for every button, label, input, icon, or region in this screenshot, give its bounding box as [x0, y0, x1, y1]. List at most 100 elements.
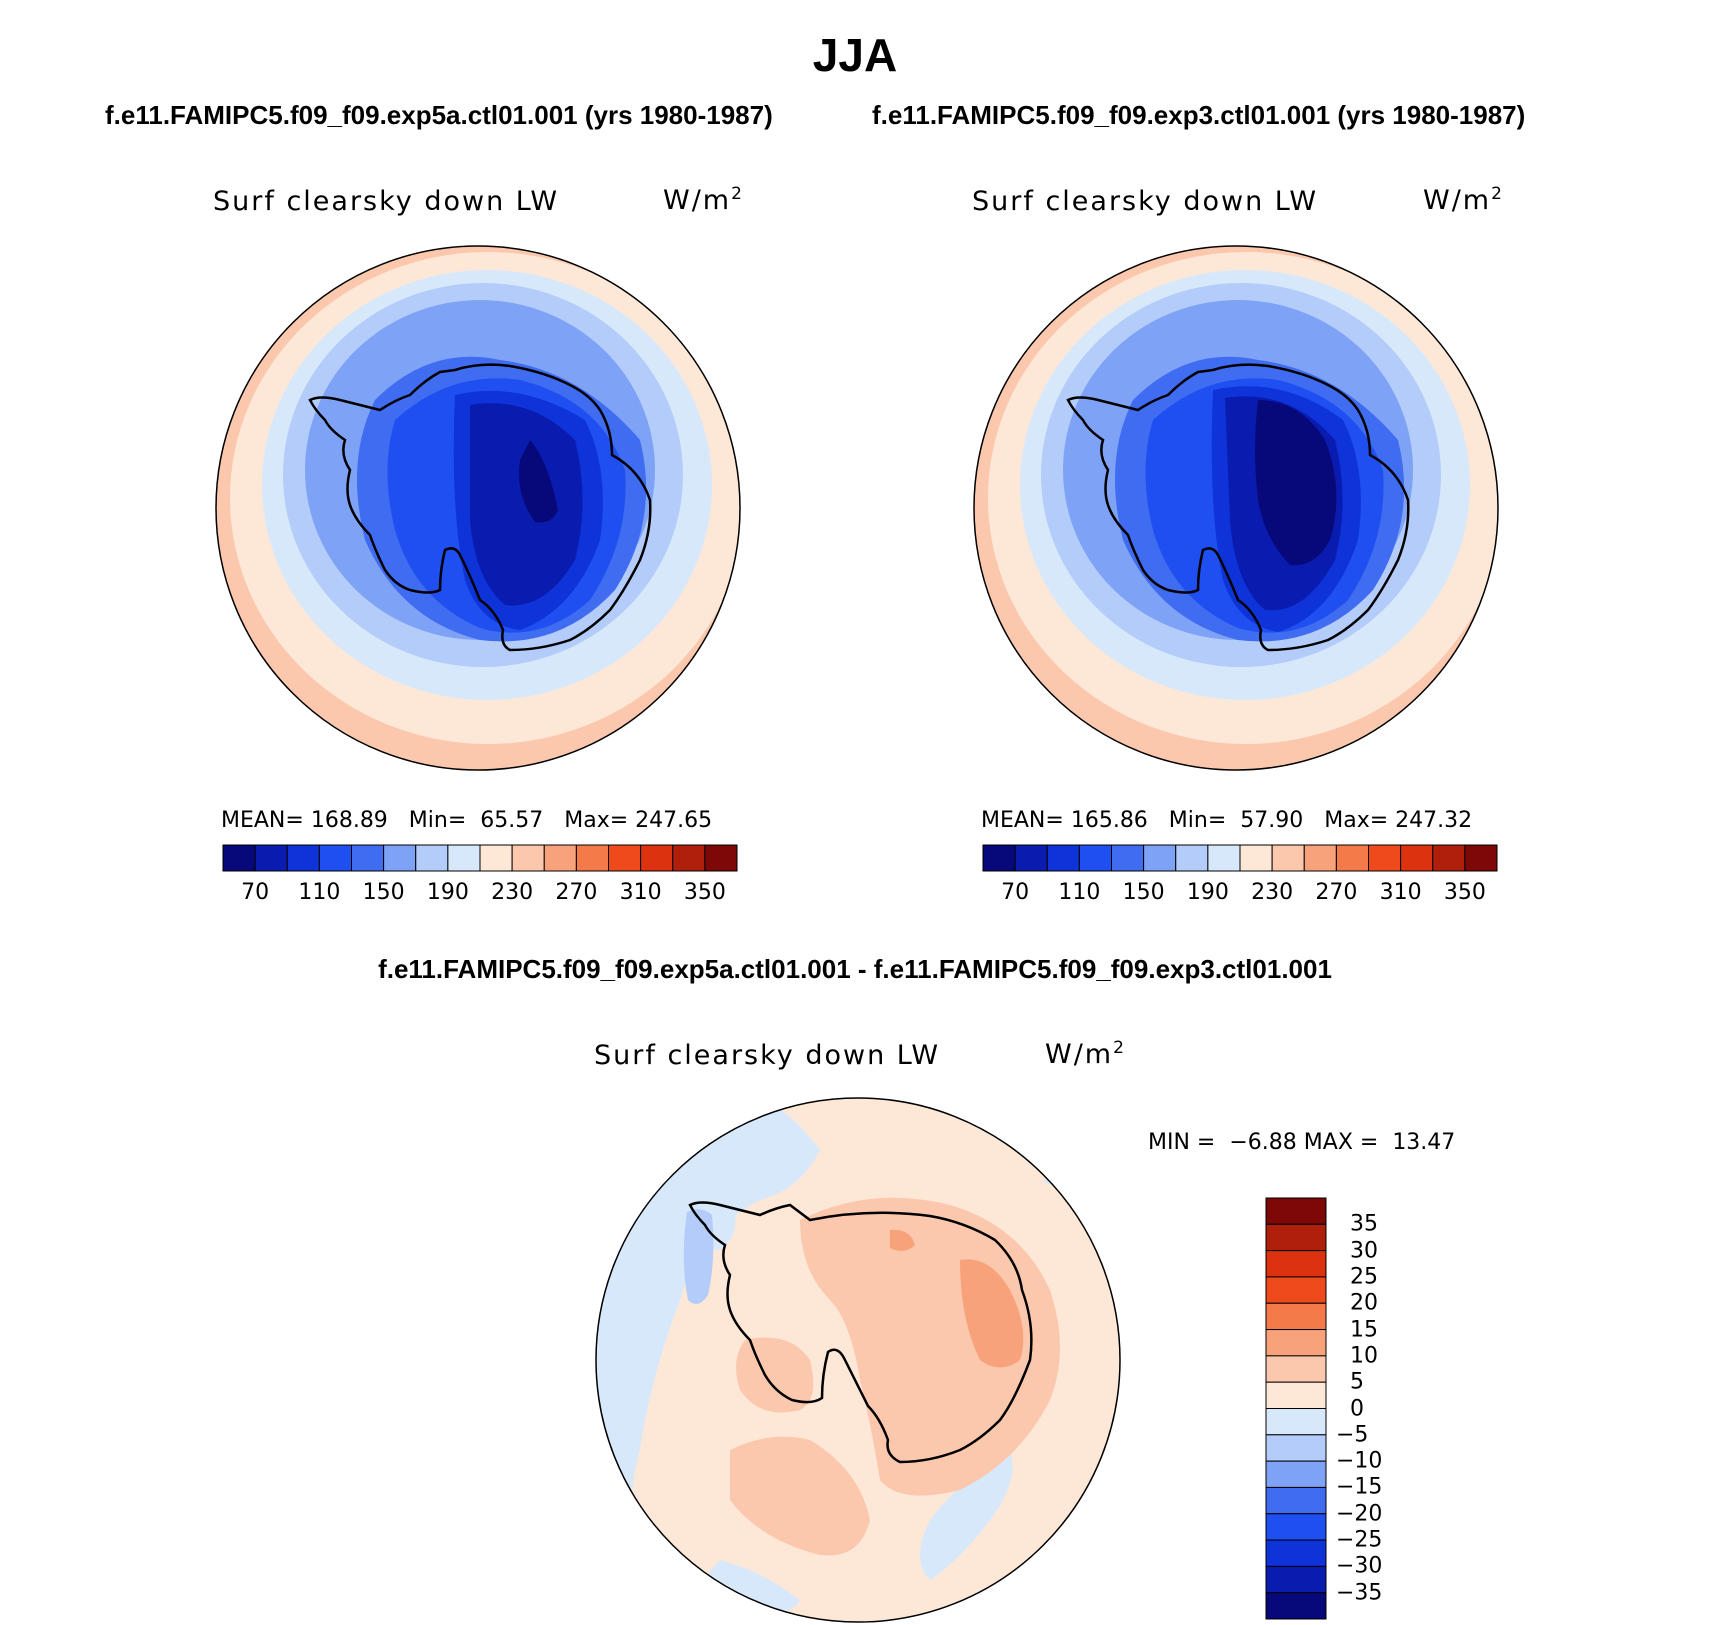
panel2-colorbar-box-9: [1271, 844, 1305, 872]
panel1-colorbar-box-5: [383, 844, 417, 872]
diff-colorbar-box-7: [1265, 1381, 1327, 1409]
diff-min-label: MIN =: [1148, 1130, 1216, 1155]
panel2-colorbar-box-12: [1368, 844, 1402, 872]
main-title: JJA: [812, 29, 898, 81]
panel2-colorbar-box-14: [1432, 844, 1466, 872]
diff-title: f.e11.FAMIPC5.f09_f09.exp5a.ctl01.001 - …: [378, 954, 1332, 984]
panel1-colorbar-tick-label: 70: [241, 880, 270, 905]
diff-colorbar-ticks: 35 30 25 20 15 10 5 0 −5 −10 −15 −20 −25 −30 −35: [1336, 1198, 1456, 1619]
panel1-colorbar-box-11: [575, 844, 609, 872]
panel1-colorbar-box-6: [415, 844, 449, 872]
panel1-colorbar-box-0: [222, 844, 256, 872]
diff-colorbar-box-12: [1265, 1513, 1327, 1541]
panel2-colorbar-tick-label: 150: [1122, 880, 1165, 905]
panel1-colorbar-box-3: [318, 844, 352, 872]
panel1-colorbar: [222, 844, 738, 872]
panel1-max-label: Max=: [564, 808, 629, 833]
diff-colorbar-box-0: [1265, 1197, 1327, 1225]
diff-colorbar-tick-label: −15: [1336, 1474, 1383, 1500]
diff-colorbar-box-5: [1265, 1329, 1327, 1357]
panel2-max-label: Max=: [1324, 808, 1389, 833]
panel2-colorbar-tick-label: 110: [1058, 880, 1101, 905]
diff-colorbar-tick-label: −35: [1336, 1580, 1383, 1606]
panel2-colorbar-box-15: [1464, 844, 1498, 872]
case1-title: f.e11.FAMIPC5.f09_f09.exp5a.ctl01.001 (y…: [105, 100, 773, 130]
diff-colorbar-tick-label: −25: [1336, 1527, 1383, 1553]
panel1-colorbar-box-7: [447, 844, 481, 872]
diff-colorbar: [1265, 1197, 1327, 1620]
panel1-colorbar-tick-label: 110: [298, 880, 341, 905]
diff-colorbar-box-13: [1265, 1539, 1327, 1567]
panel1-colorbar-box-10: [543, 844, 577, 872]
panel1-min-value: 65.57: [480, 808, 544, 833]
diff-colorbar-box-10: [1265, 1460, 1327, 1488]
panel2-colorbar: [982, 844, 1498, 872]
panel2-mean-label: MEAN=: [981, 808, 1064, 833]
panel2-units: W/m2: [1423, 184, 1504, 216]
diff-max-label: MAX =: [1303, 1130, 1379, 1155]
diff-stats: MIN = −6.88 MAX = 13.47: [1148, 1130, 1455, 1155]
diff-colorbar-box-8: [1265, 1408, 1327, 1436]
panel2-colorbar-tick-label: 350: [1443, 880, 1486, 905]
panel1-mean-value: 168.89: [310, 808, 388, 833]
panel1-colorbar-tick-label: 230: [491, 880, 534, 905]
diff-min-value: −6.88: [1229, 1130, 1297, 1155]
panel1-mean-label: MEAN=: [221, 808, 304, 833]
panel1-colorbar-box-15: [704, 844, 738, 872]
panel1-colorbar-tick-label: 150: [362, 880, 405, 905]
panel2-colorbar-box-13: [1400, 844, 1434, 872]
panel1-units: W/m2: [663, 184, 744, 216]
panel1-colorbar-tick-label: 270: [555, 880, 598, 905]
diff-colorbar-box-11: [1265, 1486, 1327, 1515]
panel2-colorbar-tick-label: 310: [1379, 880, 1422, 905]
diff-colorbar-tick-label: 10: [1350, 1343, 1378, 1369]
panel2-min-value: 57.90: [1240, 808, 1304, 833]
diff-colorbar-box-2: [1265, 1250, 1327, 1278]
panel1-max-value: 247.65: [635, 808, 713, 833]
panel2-colorbar-box-11: [1335, 844, 1369, 872]
panel1-colorbar-box-9: [511, 844, 545, 872]
panel2-stats: MEAN= 165.86 Min= 57.90 Max= 247.32: [981, 808, 1472, 833]
panel1-stats: MEAN= 168.89 Min= 65.57 Max= 247.65: [221, 808, 712, 833]
panel2-colorbar-tick-label: 70: [1001, 880, 1030, 905]
panel1-min-label: Min=: [408, 808, 467, 833]
diff-colorbar-box-6: [1265, 1355, 1327, 1383]
diff-colorbar-tick-label: −30: [1336, 1553, 1383, 1579]
diff-colorbar-tick-label: −5: [1336, 1422, 1369, 1448]
panel2-colorbar-box-8: [1239, 844, 1273, 872]
diff-colorbar-box-1: [1265, 1223, 1327, 1252]
diff-colorbar-box-14: [1265, 1565, 1327, 1594]
panel1-colorbar-box-12: [608, 844, 642, 872]
panel2-colorbar-box-5: [1143, 844, 1177, 872]
panel1-colorbar-box-1: [254, 844, 288, 872]
panel2-colorbar-ticks: 70 110 150 190 230 270 310 350: [983, 880, 1497, 910]
panel1-colorbar-tick-label: 310: [619, 880, 662, 905]
panel1-colorbar-box-14: [672, 844, 706, 872]
diff-colorbar-tick-label: 15: [1350, 1317, 1378, 1343]
panel2-variable: Surf clearsky down LW: [972, 186, 1319, 217]
case2-title: f.e11.FAMIPC5.f09_f09.exp3.ctl01.001 (yr…: [872, 100, 1526, 130]
panel1-colorbar-tick-label: 350: [683, 880, 726, 905]
diff-colorbar-tick-label: 5: [1350, 1369, 1364, 1395]
diff-colorbar-tick-label: 35: [1350, 1211, 1378, 1237]
panel2-colorbar-box-10: [1303, 844, 1337, 872]
diff-colorbar-box-4: [1265, 1302, 1327, 1331]
diff-colorbar-tick-label: −10: [1336, 1448, 1383, 1474]
panel2-colorbar-box-2: [1046, 844, 1080, 872]
diff-colorbar-tick-label: 0: [1350, 1396, 1364, 1421]
diff-colorbar-box-9: [1265, 1434, 1327, 1462]
diff-max-value: 13.47: [1392, 1130, 1456, 1155]
panel1-variable: Surf clearsky down LW: [213, 186, 560, 217]
panel1-colorbar-tick-label: 190: [426, 880, 469, 905]
diff-colorbar-tick-label: 20: [1350, 1290, 1378, 1316]
panel2-max-value: 247.32: [1395, 808, 1473, 833]
diff-colorbar-tick-label: 30: [1350, 1238, 1378, 1264]
diff-colorbar-tick-label: −20: [1336, 1501, 1383, 1527]
panel2-colorbar-box-7: [1207, 844, 1241, 872]
diff-colorbar-box-3: [1265, 1276, 1327, 1304]
panel2-colorbar-box-0: [982, 844, 1016, 872]
panel2-colorbar-box-6: [1175, 844, 1209, 872]
